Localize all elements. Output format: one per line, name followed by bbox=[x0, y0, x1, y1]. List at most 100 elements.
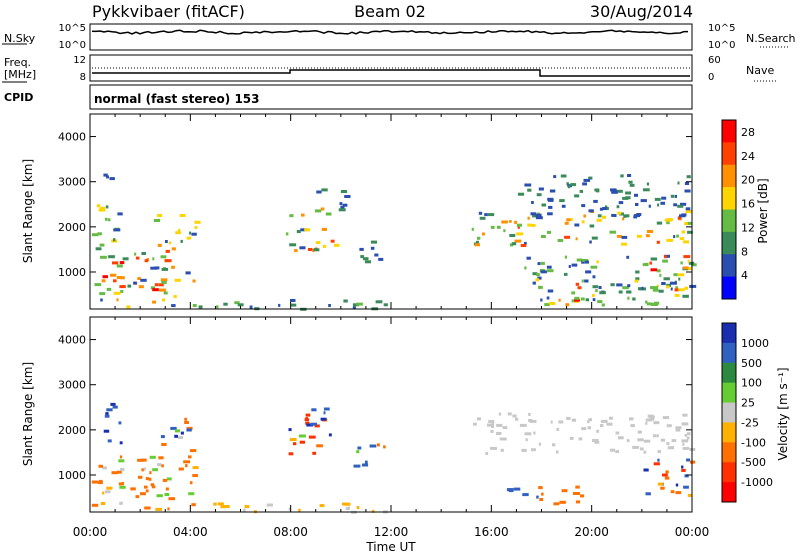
velocity-cell bbox=[137, 458, 144, 462]
velocity-cell bbox=[671, 439, 677, 443]
power-cell bbox=[602, 207, 609, 210]
power-cell bbox=[165, 249, 170, 253]
velocity-cell bbox=[102, 466, 107, 470]
power-cell bbox=[356, 302, 363, 306]
power-cell bbox=[664, 255, 667, 259]
freq-label: Freq. bbox=[4, 56, 31, 69]
velocity-cell bbox=[189, 481, 193, 485]
velocity-cell bbox=[266, 503, 273, 507]
power-cell bbox=[546, 296, 550, 300]
power-cell bbox=[557, 239, 564, 242]
velocity-colorbar-label: Velocity [m s⁻¹] bbox=[776, 367, 790, 460]
power-cell bbox=[135, 256, 140, 260]
power-cell bbox=[669, 281, 677, 285]
velocity-cell bbox=[150, 483, 155, 487]
power-cell bbox=[540, 270, 547, 274]
velocity-colorbar-tick-label: 25 bbox=[741, 397, 755, 410]
velocity-cell bbox=[320, 417, 327, 421]
velocity-cell bbox=[650, 415, 655, 419]
power-cell bbox=[574, 296, 580, 300]
power-cell bbox=[313, 248, 317, 252]
power-cell bbox=[626, 255, 630, 259]
power-cell bbox=[536, 193, 542, 197]
power-cell bbox=[680, 202, 687, 206]
power-cell bbox=[152, 300, 157, 304]
power-cell bbox=[189, 231, 192, 235]
power-cell bbox=[662, 282, 666, 286]
power-cell bbox=[180, 239, 183, 243]
velocity-cell bbox=[190, 449, 197, 453]
power-cell bbox=[687, 230, 693, 234]
power-cell bbox=[674, 288, 679, 292]
power-cell bbox=[157, 243, 162, 247]
power-cell bbox=[564, 235, 570, 239]
power-cell bbox=[150, 266, 157, 270]
nsearch-tick-low: 10^0 bbox=[708, 40, 735, 51]
power-cell bbox=[553, 175, 557, 179]
power-colorbar-tick-label: 24 bbox=[741, 150, 755, 163]
power-cell bbox=[616, 205, 620, 209]
power-cell bbox=[601, 303, 605, 307]
velocity-cell bbox=[188, 492, 195, 496]
velocity-cell bbox=[637, 438, 644, 442]
power-cell bbox=[113, 279, 117, 283]
power-cell bbox=[477, 236, 481, 240]
velocity-cell bbox=[632, 445, 640, 449]
power-cell bbox=[140, 278, 147, 282]
velocity-cell bbox=[682, 413, 688, 417]
power-cell bbox=[683, 240, 689, 244]
power-cell bbox=[482, 232, 485, 236]
power-cell bbox=[138, 285, 144, 289]
power-cell bbox=[625, 191, 632, 195]
power-cell bbox=[234, 301, 240, 305]
velocity-cell bbox=[149, 471, 152, 475]
power-cell bbox=[627, 174, 632, 177]
velocity-cell bbox=[298, 508, 301, 512]
power-cell bbox=[618, 201, 624, 205]
velocity-cell bbox=[559, 500, 566, 504]
power-cell bbox=[575, 237, 578, 241]
power-cell bbox=[590, 265, 598, 269]
power-cell bbox=[627, 284, 631, 288]
beam-title: Beam 02 bbox=[354, 2, 426, 21]
velocity-cell bbox=[178, 436, 184, 440]
nsearch-label: N.Search bbox=[746, 32, 796, 45]
velocity-cell bbox=[106, 408, 113, 412]
velocity-y-tick-label: 4000 bbox=[58, 334, 86, 347]
power-cell bbox=[96, 204, 101, 208]
power-cell bbox=[171, 265, 175, 269]
power-cell bbox=[650, 268, 658, 272]
power-cell bbox=[646, 234, 650, 238]
power-cell bbox=[100, 255, 107, 259]
velocity-cell bbox=[184, 417, 187, 421]
power-cell bbox=[339, 202, 343, 206]
velocity-cell bbox=[553, 502, 560, 506]
power-cell bbox=[325, 212, 332, 216]
velocity-cell bbox=[664, 476, 670, 480]
velocity-cell bbox=[615, 450, 620, 454]
velocity-cell bbox=[617, 436, 624, 440]
power-cell bbox=[524, 241, 527, 245]
power-cell bbox=[108, 255, 115, 259]
power-cell bbox=[677, 181, 680, 185]
power-cell bbox=[585, 298, 589, 302]
power-cell bbox=[676, 234, 679, 238]
velocity-cell bbox=[145, 489, 149, 493]
power-cell bbox=[509, 243, 514, 247]
velocity-cell bbox=[580, 494, 585, 498]
velocity-cell bbox=[310, 422, 317, 426]
power-cell bbox=[547, 212, 553, 216]
power-cell bbox=[649, 261, 652, 265]
velocity-cell bbox=[490, 446, 497, 450]
power-cell bbox=[666, 238, 673, 242]
power-y-axis-label: Slant Range [km] bbox=[21, 159, 35, 263]
velocity-cell bbox=[643, 468, 649, 472]
power-cell bbox=[679, 237, 685, 241]
velocity-cell bbox=[531, 448, 536, 452]
velocity-cell bbox=[675, 428, 681, 432]
power-cell bbox=[629, 183, 635, 187]
power-cell bbox=[342, 203, 348, 207]
power-cell bbox=[670, 287, 673, 291]
power-cell bbox=[315, 248, 320, 252]
velocity-cell bbox=[643, 450, 647, 454]
